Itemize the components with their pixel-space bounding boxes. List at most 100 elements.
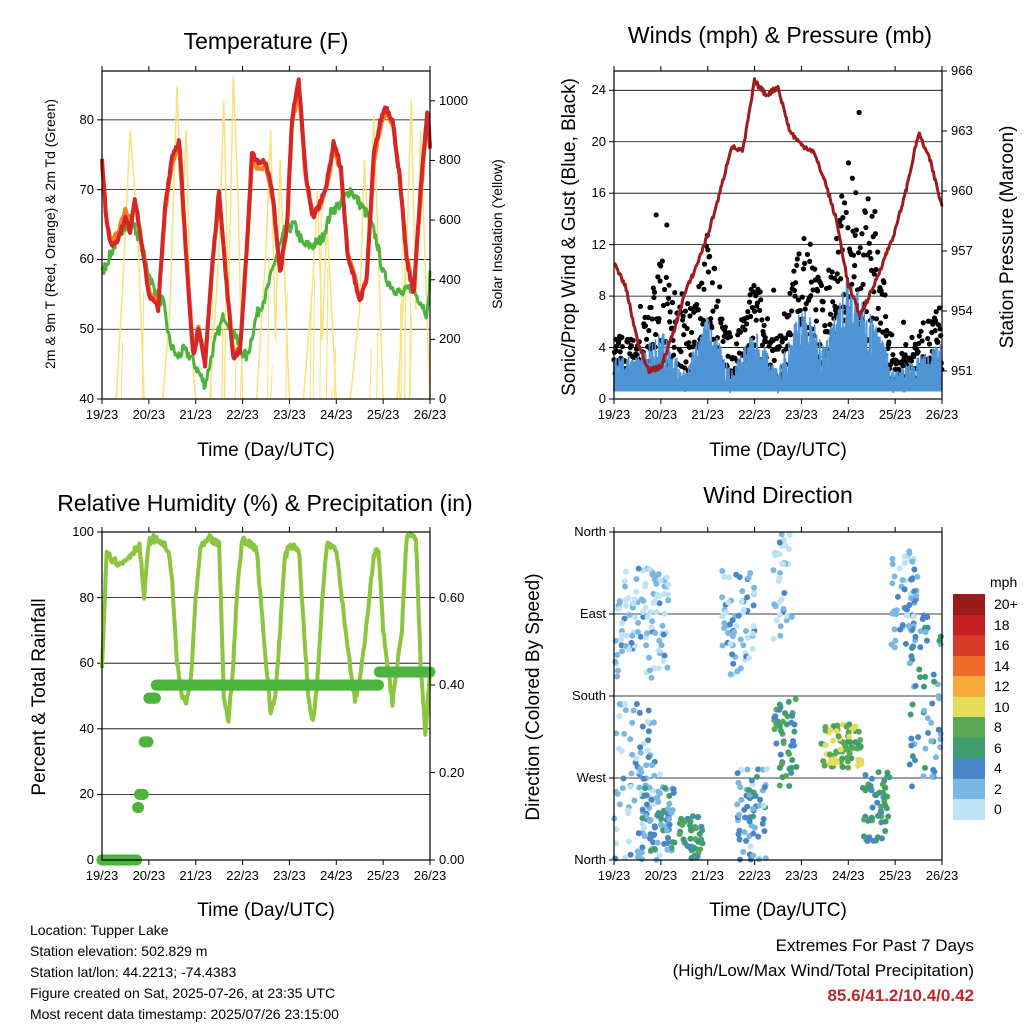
gust-point [665, 295, 672, 301]
gust-point [935, 339, 941, 345]
wind-direction-point [661, 785, 668, 792]
winds-xtick-label: 23/23 [785, 407, 818, 422]
extremes-values: 85.6/41.2/10.4/0.42 [827, 986, 974, 1005]
gust-point [800, 266, 807, 272]
speed-legend-label: 8 [994, 719, 1002, 735]
wind-direction-point [649, 618, 656, 625]
gust-point [695, 307, 701, 313]
wind-direction-point [852, 739, 859, 746]
gust-point [920, 320, 926, 326]
wind-direction-point [882, 827, 889, 834]
gust-point [820, 307, 826, 313]
wind-direction-point [875, 812, 882, 819]
wind-direction-point [776, 612, 783, 619]
gust-point [872, 231, 879, 237]
wind-direction-point [924, 715, 931, 722]
humidity-ytick-label: 60 [79, 655, 94, 671]
wind-direction-point [922, 629, 929, 636]
gust-point [827, 321, 833, 328]
wind-direction-point [777, 727, 784, 734]
pressure-line [613, 77, 944, 375]
direction-ylabel: Direction (Colored By Speed) [523, 573, 544, 821]
speed-legend-title: mph [990, 574, 1018, 590]
humidity-title: Relative Humidity (%) & Precipitation (i… [57, 490, 473, 516]
recent-timestamp: Most recent data timestamp: 2025/07/26 2… [30, 1006, 339, 1022]
wind-direction-point [862, 772, 869, 779]
wind-direction-point [908, 653, 915, 660]
precipitation-point [142, 736, 154, 748]
wind_direction-xtick-label: 21/23 [691, 868, 724, 883]
wind-direction-point [781, 590, 788, 597]
wind-direction-point [631, 797, 638, 804]
wind-direction-point [645, 737, 652, 744]
winds-xtick-label: 20/23 [644, 407, 678, 422]
wind-direction-point [783, 773, 790, 780]
wind-direction-point [908, 735, 915, 742]
wind-direction-point [644, 613, 651, 620]
wind-direction-point [792, 696, 799, 703]
temperature-xtick-label: 23/23 [273, 407, 306, 422]
wind-direction-point [910, 643, 917, 650]
wind-direction-point [906, 761, 913, 768]
wind-direction-point [920, 773, 927, 780]
wind-direction-point [668, 809, 675, 816]
wind-direction-point [652, 630, 659, 637]
wind-direction-point [719, 613, 726, 620]
winds-ytick-label: 8 [598, 288, 606, 304]
wind_direction-xtick-label: 24/23 [832, 868, 865, 883]
wind-direction-point [751, 824, 758, 831]
wind-direction-point [622, 854, 629, 861]
wind-direction-point [750, 623, 757, 630]
wind-direction-point [912, 633, 919, 640]
wind-direction-point [893, 607, 900, 614]
wind-direction-point [791, 728, 798, 735]
wind-direction-point [689, 813, 696, 820]
wind-direction-point [777, 623, 784, 630]
wind-direction-point [723, 609, 730, 616]
wind-direction-point [624, 807, 631, 814]
wind-direction-point [909, 701, 916, 708]
wind-direction-point [921, 707, 928, 714]
wind-direction-point [930, 671, 937, 678]
gust-point [761, 322, 767, 328]
wind-direction-point [637, 744, 644, 751]
wind-direction-point [669, 839, 676, 846]
wind-direction-point [907, 711, 914, 718]
gust-point [793, 280, 799, 286]
wind-direction-point [868, 814, 875, 821]
winds-y2tick-label: 951 [951, 363, 973, 378]
wind-direction-point [635, 619, 642, 626]
gust-point [727, 334, 733, 340]
wind-direction-point [719, 594, 726, 601]
solar-insolation-spike [325, 301, 329, 400]
gust-point [656, 316, 662, 322]
gust-point [916, 333, 922, 339]
wind-direction-point [932, 754, 939, 761]
wind-direction-point [922, 745, 929, 752]
gust-point [745, 309, 751, 315]
gust-point [873, 266, 879, 273]
wind-direction-point [648, 624, 655, 631]
wind-direction-point [738, 598, 745, 605]
solar-insolation-spike [404, 255, 407, 400]
wind-direction-point [777, 632, 784, 639]
wind-direction-point [633, 576, 640, 583]
gust-point [759, 342, 766, 348]
gust-point [925, 335, 931, 342]
gust-point [662, 286, 668, 293]
wind-direction-point [646, 818, 653, 825]
gust-point [877, 320, 884, 326]
humidity-xtick-label: 23/23 [273, 868, 306, 883]
gust-point [933, 318, 939, 324]
wind-direction-point [936, 695, 943, 702]
gust-point [709, 280, 716, 286]
gust-point [701, 286, 707, 292]
temperature-plot [97, 66, 435, 404]
gust-point [865, 196, 871, 202]
wind-direction-point [637, 749, 644, 756]
wind-direction-point [695, 814, 702, 821]
speed-legend-swatch [953, 635, 985, 656]
wind-direction-point [877, 808, 884, 815]
wind-direction-point [687, 835, 694, 842]
wind-direction-point [612, 658, 619, 665]
